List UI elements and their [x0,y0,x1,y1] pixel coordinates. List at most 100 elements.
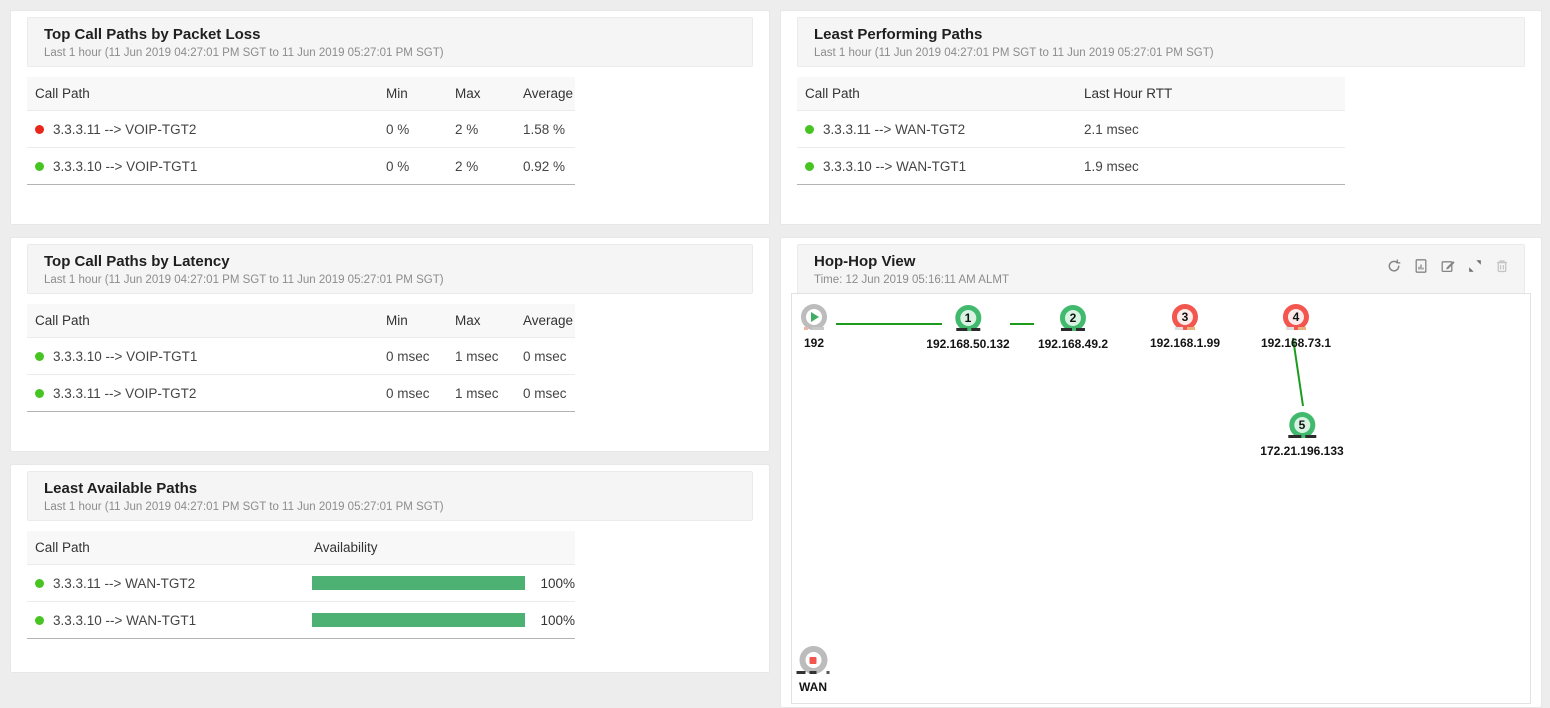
table-row[interactable]: 3.3.3.11 --> WAN-TGT2 100% [27,564,575,601]
availability-bar-track [312,613,526,627]
node-label: 192.168.1.99 [1149,336,1221,350]
play-icon [811,312,819,322]
table-row[interactable]: 3.3.3.11 --> WAN-TGT2 2.1 msec [797,110,1345,147]
col-min: Min [386,313,408,328]
table-header: Call Path Min Max Average [27,304,575,337]
max-value: 2 % [455,121,479,137]
panel-title: Top Call Paths by Latency [44,253,230,270]
source-node[interactable]: 192 [801,304,827,350]
node-label: 172.21.196.133 [1260,444,1344,458]
hop-topology-canvas[interactable]: 192 1 192.168.50.132 2 192.168.49.2 3 19… [791,293,1531,704]
min-value: 0 % [386,121,410,137]
hop-number: 4 [1292,310,1300,324]
hop-hop-toolbar [1386,258,1510,274]
table-row[interactable]: 3.3.3.11 --> VOIP-TGT2 0 % 2 % 1.58 % [27,110,575,147]
hop-node-4[interactable]: 4 192.168.73.1 [1261,304,1331,350]
node-label: WAN [799,680,827,694]
table-header: Call Path Min Max Average [27,77,575,110]
hop-node-ring: 2 [1059,305,1086,331]
panel-title: Top Call Paths by Packet Loss [44,26,261,43]
panel-title: Hop-Hop View [814,253,916,270]
panel-title: Least Performing Paths [814,26,983,43]
hop-number: 2 [1069,311,1077,325]
hop-node-2[interactable]: 2 192.168.49.2 [1038,305,1108,351]
destination-node-ring [799,646,827,674]
panel-title: Least Available Paths [44,480,198,497]
table-row[interactable]: 3.3.3.10 --> VOIP-TGT1 0 msec 1 msec 0 m… [27,337,575,374]
panel-least-available: Least Available Paths Last 1 hour (11 Ju… [10,464,770,673]
call-path-text: 3.3.3.10 --> VOIP-TGT1 [53,158,198,174]
status-dot [805,161,814,171]
status-dot [35,351,44,361]
max-value: 2 % [455,158,479,174]
report-icon[interactable] [1413,258,1429,274]
col-call-path: Call Path [805,86,860,101]
hop-links [836,323,1304,407]
hop-node-ring: 5 [1288,412,1315,438]
table-row[interactable]: 3.3.3.10 --> WAN-TGT1 100% [27,601,575,638]
least-performing-table: Call Path Last Hour RTT 3.3.3.11 --> WAN… [797,77,1345,185]
table-row[interactable]: 3.3.3.10 --> WAN-TGT1 1.9 msec [797,147,1345,184]
refresh-icon[interactable] [1386,258,1402,274]
panel-subtitle: Time: 12 Jun 2019 05:16:11 AM ALMT [814,274,1009,286]
call-path-text: 3.3.3.11 --> WAN-TGT2 [823,121,966,137]
panel-subtitle: Last 1 hour (11 Jun 2019 04:27:01 PM SGT… [44,47,444,59]
col-min: Min [386,86,408,101]
availability-bar [312,613,526,627]
table-header: Call Path Last Hour RTT [797,77,1345,110]
node-label: 192.168.49.2 [1037,337,1109,351]
edit-icon[interactable] [1440,258,1456,274]
latency-table: Call Path Min Max Average 3.3.3.10 --> V… [27,304,575,412]
table-header: Call Path Availability [27,531,575,564]
col-call-path: Call Path [35,540,90,555]
avg-value: 0 msec [523,348,567,364]
call-path-text: 3.3.3.11 --> VOIP-TGT2 [53,385,197,401]
node-underline [796,671,830,674]
hop-hop-header: Hop-Hop View Time: 12 Jun 2019 05:16:11 … [797,244,1525,294]
node-label: 192.168.50.132 [926,337,1010,351]
max-value: 1 msec [455,385,499,401]
panel-least-performing: Least Performing Paths Last 1 hour (11 J… [780,10,1542,225]
status-dot [35,388,44,398]
avg-value: 0 msec [523,385,567,401]
resize-icon[interactable] [1467,258,1483,274]
packet-loss-table: Call Path Min Max Average 3.3.3.11 --> V… [27,77,575,185]
avg-value: 1.58 % [523,121,566,137]
hop-node-5[interactable]: 5 172.21.196.133 [1260,412,1344,458]
availability-bar [312,576,526,590]
hop-node-ring: 1 [954,305,981,331]
panel-latency: Top Call Paths by Latency Last 1 hour (1… [10,237,770,452]
col-average: Average [523,313,574,328]
rtt-value: 1.9 msec [1084,158,1139,174]
col-availability: Availability [314,540,378,555]
panel-packet-loss: Top Call Paths by Packet Loss Last 1 hou… [10,10,770,225]
call-path-text: 3.3.3.11 --> WAN-TGT2 [53,575,196,591]
stop-icon [809,656,817,664]
col-max: Max [455,86,481,101]
rtt-value: 2.1 msec [1084,121,1139,137]
table-row[interactable]: 3.3.3.10 --> VOIP-TGT1 0 % 2 % 0.92 % [27,147,575,184]
node-underline [955,328,980,331]
panel-latency-header: Top Call Paths by Latency Last 1 hour (1… [27,244,753,294]
hop-number: 5 [1298,418,1306,432]
node-underline [1285,327,1306,330]
hop-node-1[interactable]: 1 192.168.50.132 [926,305,1010,351]
panel-subtitle: Last 1 hour (11 Jun 2019 04:27:01 PM SGT… [814,47,1214,59]
col-last-hour-rtt: Last Hour RTT [1084,86,1173,101]
panel-hop-hop-view: Hop-Hop View Time: 12 Jun 2019 05:16:11 … [780,237,1542,708]
table-row[interactable]: 3.3.3.11 --> VOIP-TGT2 0 msec 1 msec 0 m… [27,374,575,411]
call-path-text: 3.3.3.10 --> WAN-TGT1 [823,158,967,174]
avg-value: 0.92 % [523,158,566,174]
node-underline [1287,435,1316,438]
col-max: Max [455,313,481,328]
call-path-text: 3.3.3.10 --> VOIP-TGT1 [53,348,198,364]
destination-node[interactable]: WAN [796,646,830,694]
availability-value: 100% [540,575,575,591]
delete-icon[interactable] [1494,258,1510,274]
hop-node-ring: 3 [1171,304,1198,330]
availability-bar-track [312,576,526,590]
min-value: 0 msec [386,348,430,364]
hop-node-3[interactable]: 3 192.168.1.99 [1150,304,1220,350]
status-dot [35,578,44,588]
status-dot [805,124,814,134]
